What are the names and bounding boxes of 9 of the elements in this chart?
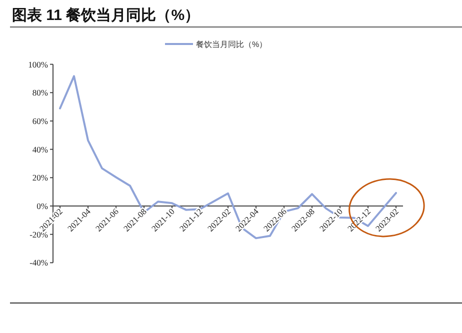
y-tick-label: 80% xyxy=(32,88,48,98)
y-tick-label: 20% xyxy=(32,172,48,183)
y-tick-label: 100% xyxy=(28,59,48,70)
y-tick-label: 40% xyxy=(32,144,48,154)
legend-label: 餐饮当月同比（%） xyxy=(196,40,268,49)
chart-title: 图表 11 餐饮当月同比（%） xyxy=(12,7,200,24)
y-tick-label: 60% xyxy=(32,116,48,126)
y-tick-label: 0% xyxy=(36,201,48,212)
y-tick-label: -40% xyxy=(30,258,48,268)
